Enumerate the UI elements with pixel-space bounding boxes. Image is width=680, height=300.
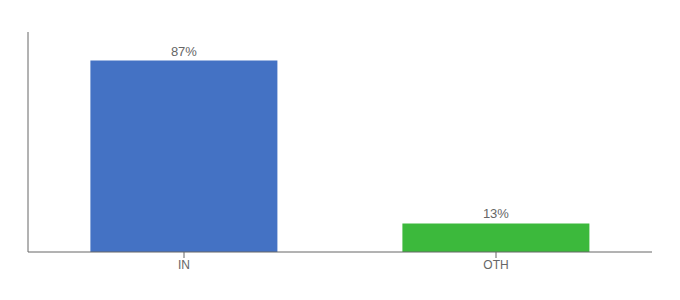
svg-text:87%: 87% [171,44,197,59]
svg-text:13%: 13% [483,206,509,221]
svg-text:OTH: OTH [483,258,508,272]
svg-text:IN: IN [178,258,190,272]
